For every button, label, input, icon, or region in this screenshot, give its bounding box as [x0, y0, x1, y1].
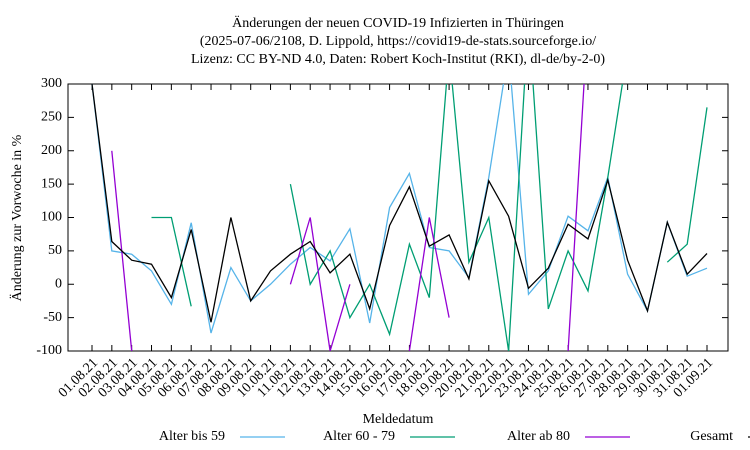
y-tick-label: 200 — [41, 143, 62, 158]
series-line — [91, 84, 708, 334]
y-tick-label: -100 — [36, 343, 62, 358]
y-tick-label: 300 — [41, 76, 62, 91]
legend-label: Alter 60 - 79 — [323, 429, 395, 444]
legend-label: Gesamt — [690, 429, 733, 444]
chart-title: Änderungen der neuen COVID-19 Infizierte… — [232, 14, 564, 31]
y-tick-label: 250 — [41, 110, 62, 125]
series-line — [151, 84, 708, 351]
plot-area — [91, 84, 708, 351]
chart-subtitle: (2025-07-06/2108, D. Lippold, https://co… — [200, 34, 596, 49]
series-line — [91, 84, 708, 323]
x-axis-label: Meldedatum — [363, 412, 434, 427]
legend-label: Alter ab 80 — [507, 429, 570, 444]
series-line — [111, 84, 585, 351]
y-tick-label: 150 — [41, 176, 62, 191]
y-tick-label: 0 — [55, 276, 62, 291]
y-axis-label: Änderung zur Vorwoche in % — [8, 134, 25, 301]
legend-label: Alter bis 59 — [159, 429, 225, 444]
y-tick-label: 100 — [41, 210, 62, 225]
y-tick-label: -50 — [43, 310, 62, 325]
y-tick-label: 50 — [48, 243, 62, 258]
chart-subtitle: Lizenz: CC BY-ND 4.0, Daten: Robert Koch… — [191, 52, 605, 67]
